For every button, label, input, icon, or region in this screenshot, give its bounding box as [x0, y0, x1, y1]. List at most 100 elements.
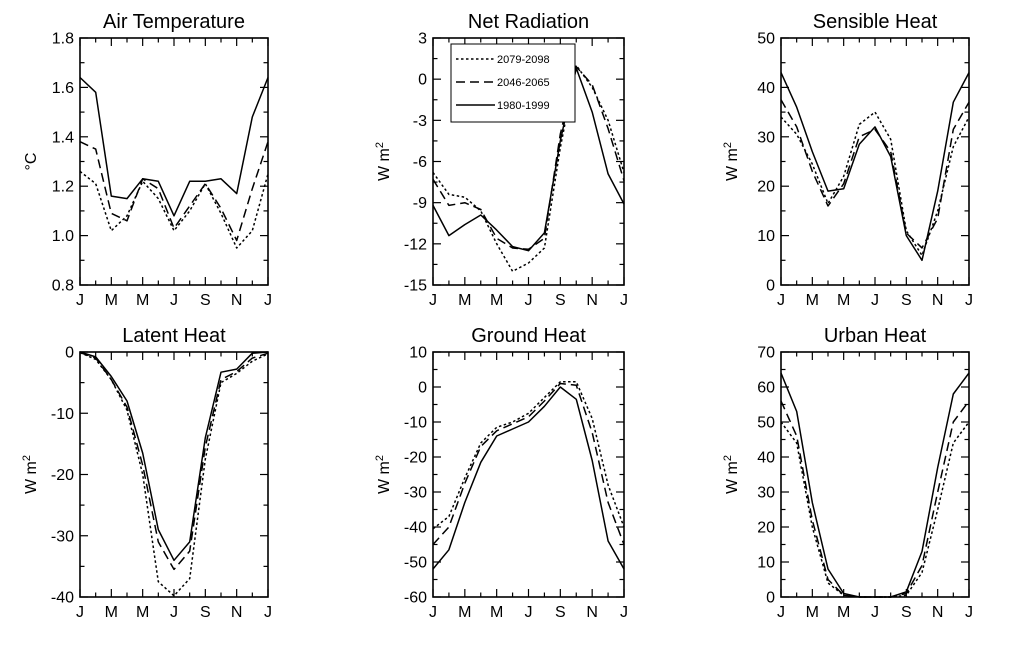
y-tick-label: 10: [757, 228, 775, 245]
y-tick-label: 10: [757, 555, 775, 572]
x-tick-label: M: [837, 604, 850, 621]
y-tick-label: -10: [51, 406, 74, 423]
series-line-2046-2065: [79, 351, 269, 571]
chart-title: Ground Heat: [471, 325, 586, 347]
x-tick-label: N: [586, 604, 598, 621]
x-tick-label: J: [170, 292, 178, 309]
x-tick-label: N: [231, 292, 243, 309]
series-line-2079-2098: [432, 381, 625, 530]
legend: 2079-2098 2046-2065 1980-1999: [450, 43, 576, 123]
y-tick-label: -50: [404, 555, 427, 572]
x-tick-label: J: [76, 604, 84, 621]
y-axis-label: W m2: [21, 455, 40, 494]
series-line-2079-2098: [780, 111, 970, 257]
x-tick-label: J: [777, 604, 785, 621]
x-tick-label: S: [200, 292, 211, 309]
x-tick-label: M: [837, 292, 850, 309]
x-tick-label: J: [525, 292, 533, 309]
y-tick-label: 30: [757, 129, 775, 146]
y-axis-label: W m2: [374, 142, 393, 181]
chart-title: Urban Heat: [824, 325, 927, 347]
legend-box: [450, 43, 576, 123]
y-tick-label: 10: [409, 345, 427, 362]
y-tick-label: -40: [404, 520, 427, 537]
x-tick-label: J: [429, 292, 437, 309]
x-tick-label: M: [136, 292, 149, 309]
x-tick-label: J: [76, 292, 84, 309]
series-line-2046-2065: [432, 382, 625, 546]
y-tick-label: 50: [757, 31, 775, 48]
y-tick-label: -60: [404, 590, 427, 607]
y-tick-label: 1.4: [52, 129, 74, 146]
y-tick-label: -20: [404, 450, 427, 467]
x-tick-label: J: [965, 292, 973, 309]
y-tick-label: 20: [757, 520, 775, 537]
y-tick-label: -15: [404, 278, 427, 295]
x-tick-label: N: [231, 604, 243, 621]
y-axis-label-text: °C: [23, 153, 40, 171]
y-tick-label: 1.0: [52, 228, 74, 245]
x-tick-label: M: [105, 604, 118, 621]
plot-frame: [780, 37, 970, 286]
y-axis-label-text: W m: [724, 461, 741, 494]
y-tick-label: 0: [766, 590, 775, 607]
y-tick-label: 70: [757, 345, 775, 362]
series-line-1980-1999: [432, 386, 625, 570]
y-axis-label: W m2: [722, 455, 741, 494]
x-tick-label: N: [932, 292, 944, 309]
x-tick-label: J: [871, 292, 879, 309]
x-tick-label: J: [429, 604, 437, 621]
plot-frame: [79, 37, 269, 286]
x-tick-label: J: [264, 604, 272, 621]
y-tick-label: 50: [757, 415, 775, 432]
chart-title: Sensible Heat: [813, 11, 938, 33]
series-line-2079-2098: [79, 170, 269, 249]
y-axis-label: W m2: [722, 142, 741, 181]
x-tick-label: J: [777, 292, 785, 309]
x-tick-label: M: [458, 604, 471, 621]
x-tick-label: S: [901, 292, 912, 309]
x-tick-label: N: [586, 292, 598, 309]
x-tick-label: M: [806, 604, 819, 621]
series-line-2046-2065: [432, 66, 625, 251]
series-line-2046-2065: [780, 99, 970, 249]
legend-entry: 1980-1999: [497, 100, 550, 112]
x-tick-label: J: [264, 292, 272, 309]
x-tick-label: S: [555, 604, 566, 621]
legend-entry: 2079-2098: [497, 54, 550, 66]
y-axis-label-superscript: 2: [722, 455, 734, 461]
chart-title: Latent Heat: [122, 325, 226, 347]
series-line-2079-2098: [432, 64, 625, 273]
series-line-1980-1999: [780, 372, 970, 598]
series-line-1980-1999: [780, 72, 970, 262]
x-tick-label: S: [901, 604, 912, 621]
y-tick-label: 1.2: [52, 179, 74, 196]
y-tick-label: -12: [404, 236, 427, 253]
series-line-2046-2065: [79, 141, 269, 242]
y-tick-label: 40: [757, 80, 775, 97]
y-tick-label: 30: [757, 485, 775, 502]
y-axis-label-superscript: 2: [374, 455, 386, 461]
x-tick-label: J: [620, 604, 628, 621]
y-axis-label-superscript: 2: [21, 455, 33, 461]
y-tick-label: 1.6: [52, 80, 74, 97]
series-line-1980-1999: [79, 351, 269, 562]
y-tick-label: 3: [418, 31, 427, 48]
y-axis-label: W m2: [374, 455, 393, 494]
y-axis-label-text: W m: [724, 148, 741, 181]
y-tick-label: 0: [418, 380, 427, 397]
plot-frame: [780, 351, 970, 598]
x-tick-label: S: [555, 292, 566, 309]
y-axis-label-superscript: 2: [374, 142, 386, 148]
x-tick-label: M: [806, 292, 819, 309]
y-tick-label: -30: [51, 528, 74, 545]
y-tick-label: -3: [413, 113, 427, 130]
y-tick-label: -10: [404, 415, 427, 432]
y-tick-label: 0: [418, 72, 427, 89]
y-tick-label: 0: [766, 278, 775, 295]
